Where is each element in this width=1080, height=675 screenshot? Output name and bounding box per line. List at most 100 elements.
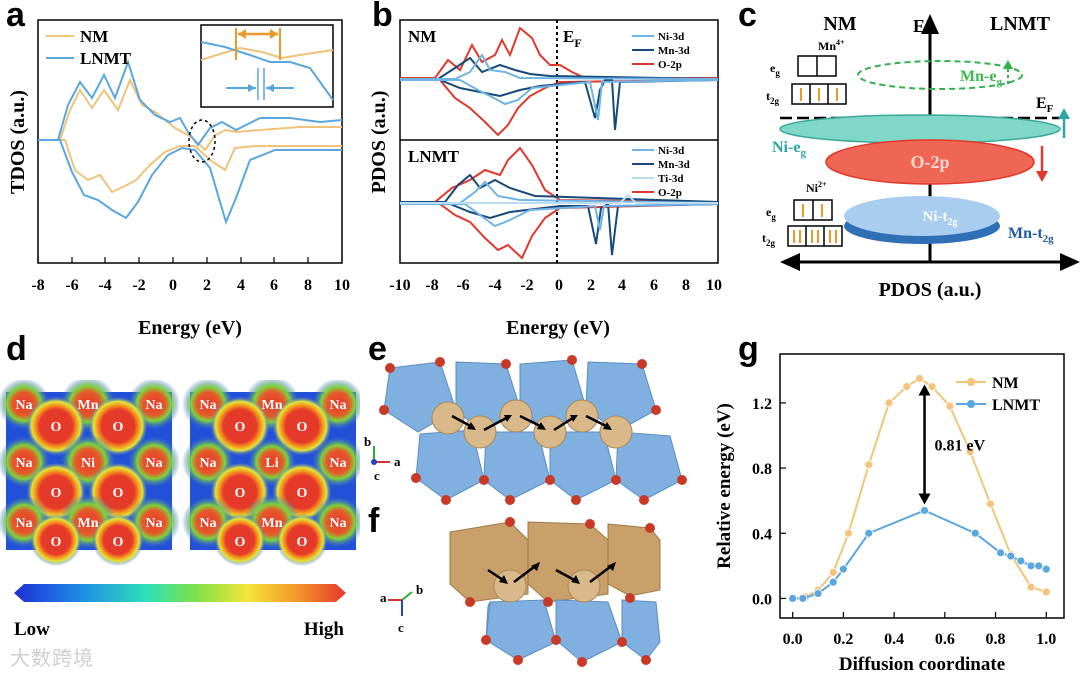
panel-e-octahedra (383, 359, 683, 501)
data-point-nm (864, 460, 874, 470)
panel-a-highlight-ellipse (188, 119, 216, 163)
y-tick-label: 0.0 (752, 591, 772, 608)
panel-c-ef-label: EF (1036, 95, 1054, 115)
atom-label: Mn (78, 398, 99, 413)
panel-b-bot-legend-item: Mn-3d (658, 159, 690, 171)
panel-a-frame (37, 19, 343, 264)
data-point-nm (844, 528, 853, 538)
panel-b-frame (399, 19, 719, 264)
panel-a-legend-nm: NM (80, 27, 108, 46)
panel-b-xtick: 0 (555, 277, 563, 294)
panel-label-f: f (368, 502, 380, 540)
panel-b-bot-legend-item: Ti-3d (658, 173, 683, 185)
data-point-lnmt (788, 594, 798, 603)
panel-c-ni-eg-label: Ni-eg (772, 139, 806, 159)
panel-b-xtick: 6 (650, 277, 658, 294)
axis-label: a (380, 590, 387, 605)
panel-a-tdos: NM LNMT -8 -6 -4 -2 0 2 4 6 8 10 Energy … (7, 19, 350, 339)
data-point-nm (828, 567, 838, 577)
panel-a-xtick: 6 (270, 277, 278, 294)
panel-a-xtick: 4 (237, 277, 245, 294)
atom-label: O (51, 535, 62, 550)
data-point-lnmt (970, 528, 980, 538)
data-point-lnmt (828, 577, 838, 587)
panel-c-ni-t2g-band (844, 196, 1000, 236)
panel-g-ylabel: Relative energy (eV) (714, 403, 735, 569)
panel-b-bot-o2p-down (400, 203, 719, 260)
panel-b-bottom-title: LNMT (408, 147, 460, 166)
x-tick-label: 0.8 (986, 631, 1006, 648)
y-tick-label: 0.8 (752, 461, 772, 478)
panel-d-left-atoms (0, 380, 180, 566)
panel-b-bot-o2p-up (400, 146, 719, 203)
x-tick-label: 0.4 (884, 631, 904, 648)
atom-label: Na (199, 456, 216, 471)
panel-a-xlabel: Energy (eV) (138, 317, 242, 339)
panel-b-bot-ni3d-down (400, 203, 719, 231)
data-point-nm (1026, 582, 1036, 592)
x-tick-label: 0.6 (935, 631, 955, 648)
panel-d-colorbar (14, 584, 346, 602)
panel-d-low-label: Low (14, 619, 50, 640)
data-point-nm (884, 398, 894, 408)
panel-c-ni-t2g-box (787, 225, 843, 247)
panel-b-top-legend: Ni-3d Mn-3d O-2p (632, 31, 690, 71)
x-tick-label: 1.0 (1036, 631, 1056, 648)
legend-nm: NM (992, 375, 1019, 392)
atom-label: Mn (262, 516, 283, 531)
panel-c-mn-eg-label: eg (770, 61, 780, 78)
data-point-lnmt (813, 589, 823, 598)
panel-e-structure: b a c (364, 355, 687, 505)
panel-c-mn-eg-label-band: Mn-eg (960, 68, 1002, 88)
panel-b-xtick: -4 (488, 277, 501, 294)
panel-a-inset-arrowheads-blue (248, 84, 274, 92)
atom-label: Na (15, 456, 32, 471)
atom-label: O (113, 420, 124, 435)
panel-c-nm-title: NM (823, 13, 856, 35)
panel-d-right-atoms (182, 380, 360, 566)
data-point-lnmt (1034, 561, 1044, 571)
panel-g-series (788, 374, 1051, 603)
data-point-nm (986, 499, 995, 509)
panel-c-mn4-label: Mn4+ (818, 38, 845, 53)
panel-b-fermi-label: EF (563, 27, 582, 50)
atom-label: Na (15, 516, 32, 531)
panel-a-xtick: 0 (169, 277, 177, 294)
panel-g-diffusion-chart: 0.0 0.2 0.4 0.6 0.8 1.0 0.0 0.4 0.8 1.2 NM LNMT 0… (714, 353, 1065, 675)
atom-label: Na (199, 398, 216, 413)
panel-c-mn-eg-band (857, 60, 1023, 90)
panel-c-xlabel: PDOS (a.u.) (879, 279, 982, 301)
panel-b-top-legend-item: Mn-3d (658, 45, 690, 57)
panel-c-ni-electrons (793, 204, 837, 243)
panel-c-ni-eg-orb-label: eg (766, 205, 776, 222)
panel-b-xlabel: Energy (eV) (506, 317, 610, 339)
atom-label: Na (145, 516, 162, 531)
atom-label: O (297, 535, 308, 550)
panel-b-top-o2p-down (400, 79, 719, 137)
panel-b-top-mn3d-down (400, 79, 719, 131)
panel-b-bottom-legend: Ni-3d Mn-3d Ti-3d O-2p (632, 145, 690, 199)
panel-a-xtick: 2 (203, 277, 211, 294)
legend-lnmt: LNMT (992, 397, 1040, 414)
atom-label: O (113, 486, 124, 501)
panel-c-e-label: E (913, 16, 925, 36)
panel-e-axes-triad: b a c (364, 434, 401, 483)
panel-f-octahedra (485, 599, 661, 663)
panel-a-xtick: -6 (65, 277, 78, 294)
data-point-lnmt (838, 564, 848, 574)
panel-d-charge-density: Na Mn Na O O Na Ni Na O O Na Mn Na O O N… (0, 380, 360, 640)
panel-a-xtick: 8 (304, 277, 312, 294)
data-point-nm (965, 447, 975, 457)
x-tick-label: 0.2 (833, 631, 853, 648)
panel-a-inset-nm (200, 46, 334, 61)
panel-label-b: b (372, 0, 393, 34)
data-point-lnmt (1041, 564, 1051, 574)
data-point-lnmt (798, 594, 808, 603)
panel-c-lnmt-title: LNMT (990, 13, 1051, 35)
data-point-nm (902, 382, 912, 391)
panel-g-barrier-arrow: 0.81 eV (918, 384, 986, 505)
panel-b-xtick: -6 (456, 277, 469, 294)
panel-label-a: a (6, 0, 25, 34)
panel-b-xtick: -10 (389, 277, 410, 294)
axis-label: c (398, 620, 404, 635)
